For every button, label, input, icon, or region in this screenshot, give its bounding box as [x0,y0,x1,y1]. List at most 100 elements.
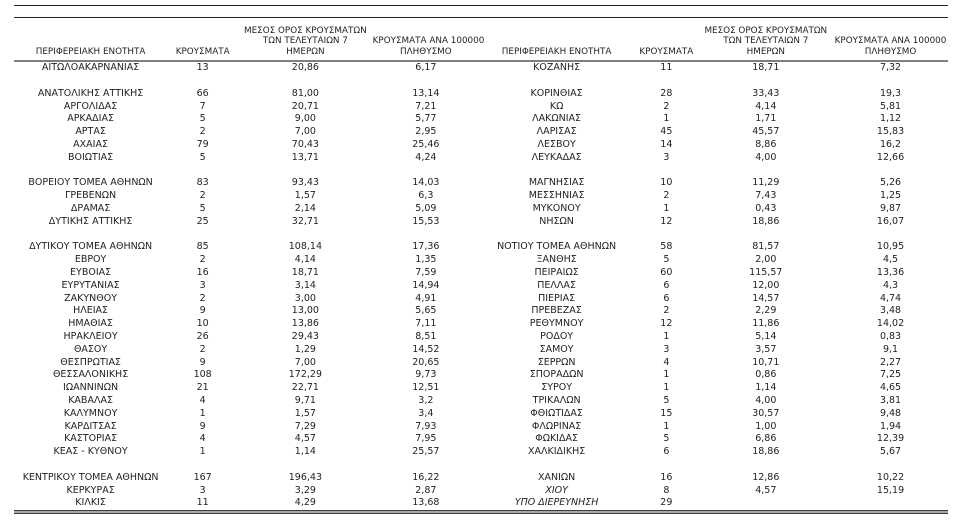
left-region-cell [14,165,167,178]
left-per100k-cell: 4,24 [415,151,437,163]
right-avg7-cell: 45,57 [752,126,780,138]
right-region-cell: ΡΟΔΟΥ [540,330,574,342]
spacer-row [14,229,948,242]
left-per100k-cell: 7,21 [415,100,437,112]
right-cases-cell: 15 [660,407,673,419]
top-rule-gap [14,6,948,17]
right-cases-cell: 4 [663,356,670,368]
left-per100k-cell: 13,68 [412,497,440,509]
left-avg7-cell: 9,71 [294,394,316,406]
right-cases-cell: 12 [660,215,673,227]
right-cases-cell [634,165,698,178]
left-per100k-cell: 12,51 [412,382,440,394]
left-avg7-cell: 1,57 [294,190,316,202]
left-region-cell: ΑΡΚΑΔΙΑΣ [67,113,114,125]
table-row: ΚΑΒΑΛΑΣ 4 9,71 3,2 ΤΡΙΚΑΛΩΝ 5 4,00 3,81 [14,395,948,408]
left-region-cell: ΑΙΤΩΛΟΑΚΑΡΝΑΝΙΑΣ [41,62,140,74]
right-cases-cell [634,459,698,472]
left-cases-cell: 1 [199,407,206,419]
right-per100k-cell: 7,32 [879,62,902,74]
right-region-cell [479,75,634,88]
left-per100k-cell: 20,65 [412,356,440,368]
left-per100k-cell: 3,2 [418,394,434,406]
right-avg7-cell [699,459,833,472]
right-per100k-cell: 12,39 [876,433,905,445]
left-region-cell: ΗΜΑΘΙΑΣ [68,318,113,330]
col-header-avg7-right-line1: ΜΕΣΟΣ ΟΡΟΣ ΚΡΟΥΣΜΑΤΩΝ [704,26,828,36]
right-avg7-cell [699,497,833,510]
right-cases-cell: 14 [660,139,673,150]
left-region-cell: ΚΑΒΑΛΑΣ [68,394,113,406]
left-region-cell: ΗΛΕΙΑΣ [73,305,109,317]
col-header-per100k-left: ΚΡΟΥΣΜΑΤΑ ΑΝΑ 100000 ΠΛΗΘΥΣΜΟ [372,18,484,63]
left-cases-cell: 3 [199,279,206,291]
left-cases-cell: 5 [199,151,206,163]
right-avg7-cell: 5,14 [755,330,777,342]
table-row: ΚΑΡΔΙΤΣΑΣ 9 7,29 7,93 ΦΛΩΡΙΝΑΣ 1 1,00 1,94 [14,421,948,434]
right-per100k-cell: 16,2 [879,139,902,150]
left-cases-cell: 79 [196,139,209,150]
right-per100k-cell: 4,74 [879,292,902,304]
left-avg7-cell: 3,29 [294,484,316,496]
right-cases-cell: 10 [660,177,673,189]
left-region-cell: ΑΡΤΑΣ [75,126,106,138]
right-cases-cell: 45 [660,126,673,138]
left-region-cell: ΘΕΣΣΑΛΟΝΙΚΗΣ [52,369,129,381]
right-cases-cell: 1 [663,369,670,381]
spacer-row [14,165,948,178]
right-avg7-cell: 18,71 [752,62,780,74]
col-header-region-left: ΠΕΡΙΦΕΡΕΙΑΚΗ ΕΝΟΤΗΤΑ [14,18,168,63]
left-region-cell: ΚΑΣΤΟΡΙΑΣ [64,433,118,445]
right-avg7-cell: 12,00 [752,279,780,291]
table-row: ΓΡΕΒΕΝΩΝ 2 1,57 6,3 ΜΕΣΣΗΝΙΑΣ 2 7,43 1,25 [14,190,948,203]
right-per100k-cell: 0,83 [879,330,902,342]
right-per100k-cell [833,459,948,472]
left-avg7-cell: 20,86 [291,62,319,74]
table-row: ΘΕΣΠΡΩΤΙΑΣ 9 7,00 20,65 ΣΕΡΡΩΝ 4 10,71 2,27 [14,357,948,370]
right-per100k-cell: 19,3 [879,87,902,99]
col-header-cases-left: ΚΡΟΥΣΜΑΤΑ [167,18,239,63]
table-row: ΔΡΑΜΑΣ 5 2,14 5,09 ΜΥΚΟΝΟΥ 1 0,43 9,87 [14,203,948,216]
top-rule-1 [14,5,948,6]
spacer-row [14,459,948,472]
right-per100k-cell: 9,87 [879,202,902,214]
table-row: ΘΕΣΣΑΛΟΝΙΚΗΣ 108 172,29 9,73 ΣΠΟΡΑΔΩΝ 1 0,86 7,… [14,369,948,382]
left-cases-cell: 21 [196,382,209,394]
left-avg7-cell: 20,71 [291,100,319,112]
left-cases-cell: 4 [199,433,206,445]
left-per100k-cell: 4,91 [415,292,437,304]
right-per100k-cell: 5,26 [879,177,902,189]
right-region-cell: ΣΠΟΡΑΔΩΝ [529,369,584,381]
right-avg7-cell: 1,14 [755,382,777,394]
left-region-cell: ΒΟΡΕΙΟΥ ΤΟΜΕΑ ΑΘΗΝΩΝ [28,177,153,189]
right-avg7-cell: 2,00 [755,254,777,266]
col-header-cases-left-label: ΚΡΟΥΣΜΑΤΑ [175,46,230,57]
left-avg7-cell: 172,29 [288,369,322,381]
left-avg7-cell: 18,71 [291,266,319,278]
table-body: ΑΙΤΩΛΟΑΚΑΡΝΑΝΙΑΣ 13 20,86 6,17 ΚΟΖΑΝΗΣ 11 18,7… [14,61,948,510]
left-region-cell: ΑΧΑΪΑΣ [73,139,108,150]
table-row: ΑΙΤΩΛΟΑΚΑΡΝΑΝΙΑΣ 13 20,86 6,17 ΚΟΖΑΝΗΣ 11 18,7… [14,61,948,75]
right-region-cell: ΦΛΩΡΙΝΑΣ [531,420,582,432]
table-row: ΕΥΡΥΤΑΝΙΑΣ 3 3,14 14,94 ΠΕΛΛΑΣ 6 12,00 4,3 [14,280,948,293]
left-region-cell: ΓΡΕΒΕΝΩΝ [65,190,117,202]
table-row: ΖΑΚΥΝΘΟΥ 2 3,00 4,91 ΠΙΕΡΙΑΣ 6 14,57 4,74 [14,293,948,306]
right-region-cell: ΜΕΣΣΗΝΙΑΣ [528,190,585,202]
right-per100k-cell: 1,25 [879,190,902,202]
right-region-cell: ΠΕΙΡΑΙΩΣ [534,266,579,278]
right-per100k-cell: 9,1 [882,343,899,355]
left-region-cell: ΑΡΓΟΛΙΔΑΣ [63,100,118,112]
table-row: ΔΥΤΙΚΟΥ ΤΟΜΕΑ ΑΘΗΝΩΝ 85 108,14 17,36 ΝΟΤΙΟΥ … [14,241,948,254]
right-per100k-cell: 5,81 [879,100,902,112]
left-per100k-cell: 3,4 [418,407,434,419]
left-avg7-cell: 7,00 [294,126,316,138]
right-avg7-cell: 11,29 [752,177,780,189]
right-cases-cell: 2 [663,190,670,202]
right-region-cell: ΜΑΓΝΗΣΙΑΣ [528,177,585,189]
right-region-cell: ΚΟΡΙΝΘΙΑΣ [530,87,583,99]
table-row: ΕΥΒΟΙΑΣ 16 18,71 7,59 ΠΕΙΡΑΙΩΣ 60 115,57 13,36 [14,267,948,280]
left-avg7-cell: 108,14 [288,241,322,253]
left-region-cell: ΚΕΑΣ - ΚΥΘΝΟΥ [53,446,128,458]
right-cases-cell: 5 [663,254,670,266]
